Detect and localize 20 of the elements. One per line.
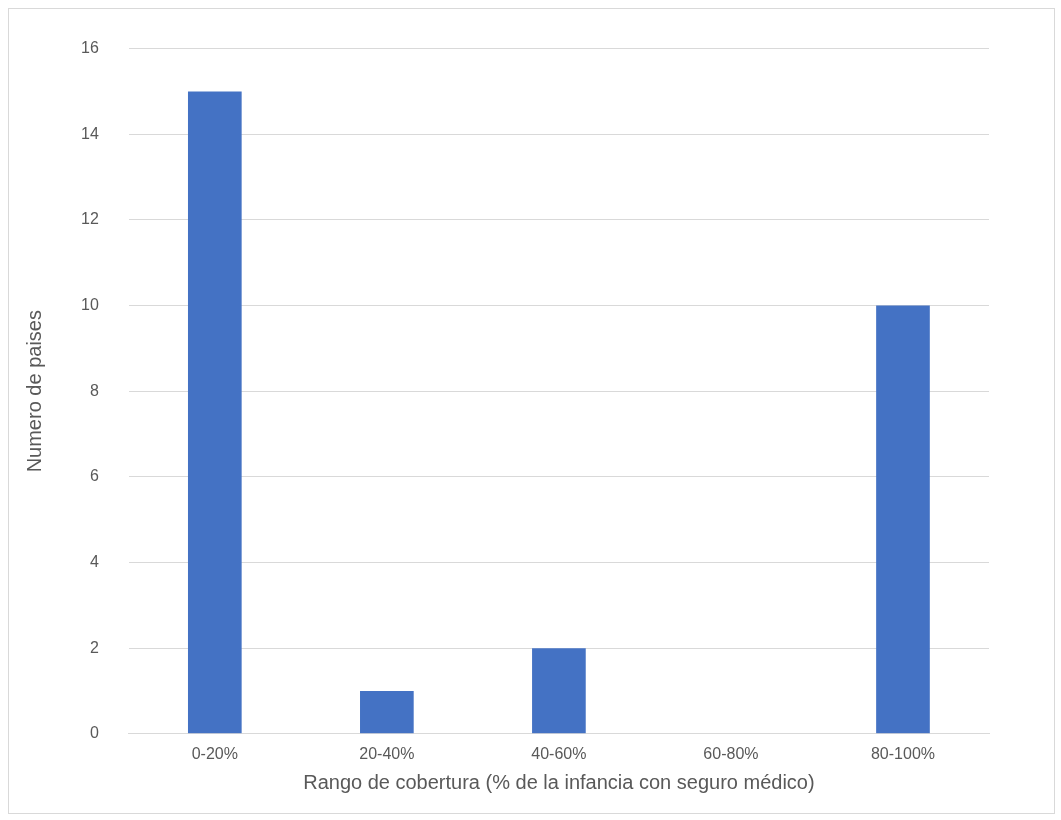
x-tick-label: 40-60%	[531, 744, 587, 762]
x-tick-label: 20-40%	[359, 744, 415, 762]
y-tick-label: 0	[89, 724, 99, 742]
x-tick-label: 0-20%	[191, 744, 238, 762]
y-tick-label: 10	[81, 295, 99, 313]
y-axis-title: Numero de paises	[22, 310, 45, 473]
x-tick-label: 60-80%	[703, 744, 759, 762]
y-tick-label: 8	[89, 381, 99, 399]
x-axis-title: Rango de cobertura (% de la infancia con seguro médico)	[303, 770, 815, 793]
y-tick-label: 2	[89, 638, 99, 656]
y-tick-label: 12	[81, 210, 99, 228]
bar	[360, 690, 414, 734]
y-tick-label: 4	[89, 552, 99, 570]
bar	[532, 648, 586, 734]
y-tick-label: 6	[89, 467, 99, 485]
y-tick-label: 16	[81, 39, 99, 57]
bar	[876, 305, 930, 734]
y-tick-label: 14	[81, 124, 99, 142]
x-tick-label: 80-100%	[870, 744, 935, 762]
bar	[187, 91, 242, 734]
